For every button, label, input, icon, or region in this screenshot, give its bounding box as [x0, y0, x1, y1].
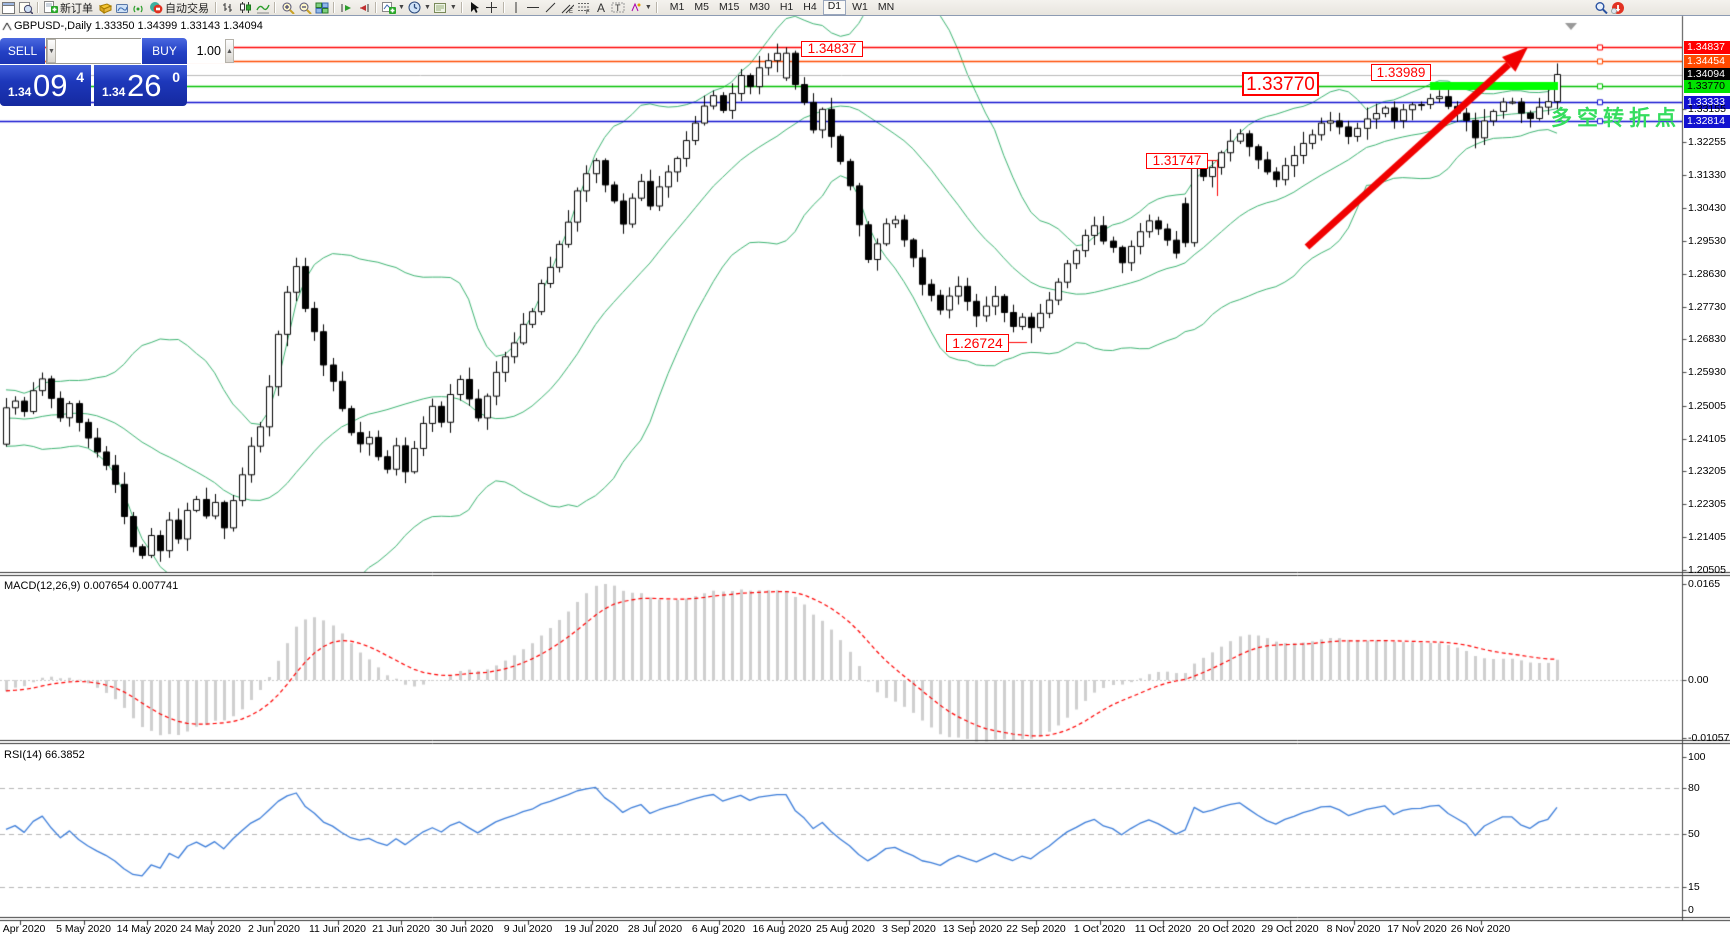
price-line-label: 1.33333	[1684, 95, 1730, 109]
date-label: 28 Jul 2020	[627, 923, 683, 935]
date-label: 1 Oct 2020	[1073, 923, 1126, 935]
volume-increase-button[interactable]: ▲	[224, 39, 234, 63]
price-tick-label: 1.32255	[1688, 135, 1726, 148]
sell-price-pip: 4	[76, 69, 84, 85]
rsi-tick-label: 80	[1688, 781, 1700, 794]
buy-button[interactable]: BUY	[142, 38, 187, 64]
price-line-label: 1.34837	[1684, 40, 1730, 54]
price-line-label: 1.32814	[1684, 114, 1730, 128]
date-label: 16 Aug 2020	[752, 923, 812, 935]
date-label: 29 Oct 2020	[1261, 923, 1319, 935]
date-label: 22 Sep 2020	[1006, 923, 1066, 935]
price-tick-label: 1.24105	[1688, 432, 1726, 445]
date-label: 17 Nov 2020	[1387, 923, 1447, 935]
price-annotation-1.33770[interactable]: 1.33770	[1242, 72, 1319, 96]
date-label: 11 Oct 2020	[1134, 923, 1192, 935]
rsi-tick-label: 15	[1688, 881, 1700, 894]
date-label: 14 May 2020	[116, 923, 178, 935]
cn-turning-point-note[interactable]: 多空转折点	[1551, 107, 1681, 130]
rsi-indicator-label: RSI(14) 66.3852	[4, 749, 85, 761]
buy-price-pip: 0	[172, 69, 180, 85]
macd-max-label: 0.0165	[1688, 578, 1721, 590]
price-annotation-1.26724[interactable]: 1.26724	[946, 334, 1009, 352]
sell-price-panel[interactable]: 1.34 09 4	[0, 65, 91, 106]
price-tick-label: 1.26830	[1688, 333, 1726, 346]
date-label: 20 Oct 2020	[1197, 923, 1256, 935]
price-tick-label: 1.31330	[1688, 169, 1726, 182]
date-label: 13 Sep 2020	[942, 923, 1003, 935]
chart-symbol-period: GBPUSD-,Daily	[14, 20, 92, 32]
buy-price-main: 26	[127, 68, 162, 103]
sell-price-prefix: 1.34	[8, 85, 32, 99]
date-label: 5 May 2020	[56, 923, 111, 935]
price-tick-label: 1.25005	[1688, 399, 1726, 412]
price-line-label: 1.33770	[1684, 79, 1730, 93]
date-label: 3 Sep 2020	[882, 923, 936, 935]
price-tick-label: 1.21405	[1688, 531, 1726, 544]
date-label: 6 Apr 2020	[0, 923, 46, 935]
price-tick-label: 1.33155	[1688, 102, 1726, 115]
volume-decrease-button[interactable]: ▼	[47, 39, 56, 63]
date-label: 6 Aug 2020	[691, 923, 746, 935]
date-label: 24 May 2020	[180, 923, 241, 935]
date-label: 2 Jun 2020	[248, 923, 300, 935]
volume-stepper: ▼ ▲	[46, 38, 234, 64]
rsi-tick-label: 0	[1688, 904, 1694, 916]
price-tick-label: 1.27730	[1688, 300, 1726, 313]
price-line-label: 1.34094	[1684, 68, 1730, 82]
rsi-tick-label: 100	[1688, 751, 1706, 763]
price-tick-label: 1.28630	[1688, 267, 1726, 280]
date-label: 19 Jul 2020	[564, 923, 619, 935]
chart-title: GBPUSD-,Daily 1.33350 1.34399 1.33143 1.…	[14, 20, 263, 32]
price-tick-label: 1.25930	[1688, 366, 1726, 379]
price-tick-label: 1.22305	[1688, 498, 1726, 511]
price-tick-label: 1.20505	[1688, 563, 1726, 576]
price-line-label: 1.34454	[1684, 54, 1730, 68]
buy-price-prefix: 1.34	[102, 85, 126, 99]
chart-ohlc-values: 1.33350 1.34399 1.33143 1.34094	[94, 20, 263, 32]
sell-price-main: 09	[33, 68, 68, 103]
date-label: 30 Jun 2020	[435, 923, 494, 935]
rsi-tick-label: 50	[1688, 827, 1700, 840]
price-annotation-1.31747[interactable]: 1.31747	[1146, 153, 1208, 169]
date-label: 25 Aug 2020	[816, 923, 875, 935]
price-annotation-1.33989[interactable]: 1.33989	[1371, 64, 1431, 81]
date-label: 8 Nov 2020	[1326, 923, 1381, 935]
date-label: 21 Jun 2020	[372, 923, 430, 935]
macd-indicator-label: MACD(12,26,9) 0.007654 0.007741	[4, 580, 179, 592]
macd-zero-label: 0.00	[1688, 674, 1709, 686]
price-annotation-1.34837[interactable]: 1.34837	[801, 41, 863, 57]
date-label: 26 Nov 2020	[1450, 923, 1511, 935]
buy-price-panel[interactable]: 1.34 26 0	[94, 65, 187, 106]
date-label: 11 Jun 2020	[308, 923, 367, 935]
volume-input[interactable]	[55, 39, 225, 63]
sell-button[interactable]: SELL	[0, 38, 45, 64]
date-label: 9 Jul 2020	[503, 923, 553, 935]
price-tick-label: 1.30430	[1688, 202, 1726, 215]
price-tick-label: 1.29530	[1688, 234, 1726, 247]
one-click-trading-panel: SELL ▼ ▲ BUY 1.34 09 4 1.34 26 0	[0, 38, 234, 106]
price-tick-label: 1.23205	[1688, 465, 1726, 478]
